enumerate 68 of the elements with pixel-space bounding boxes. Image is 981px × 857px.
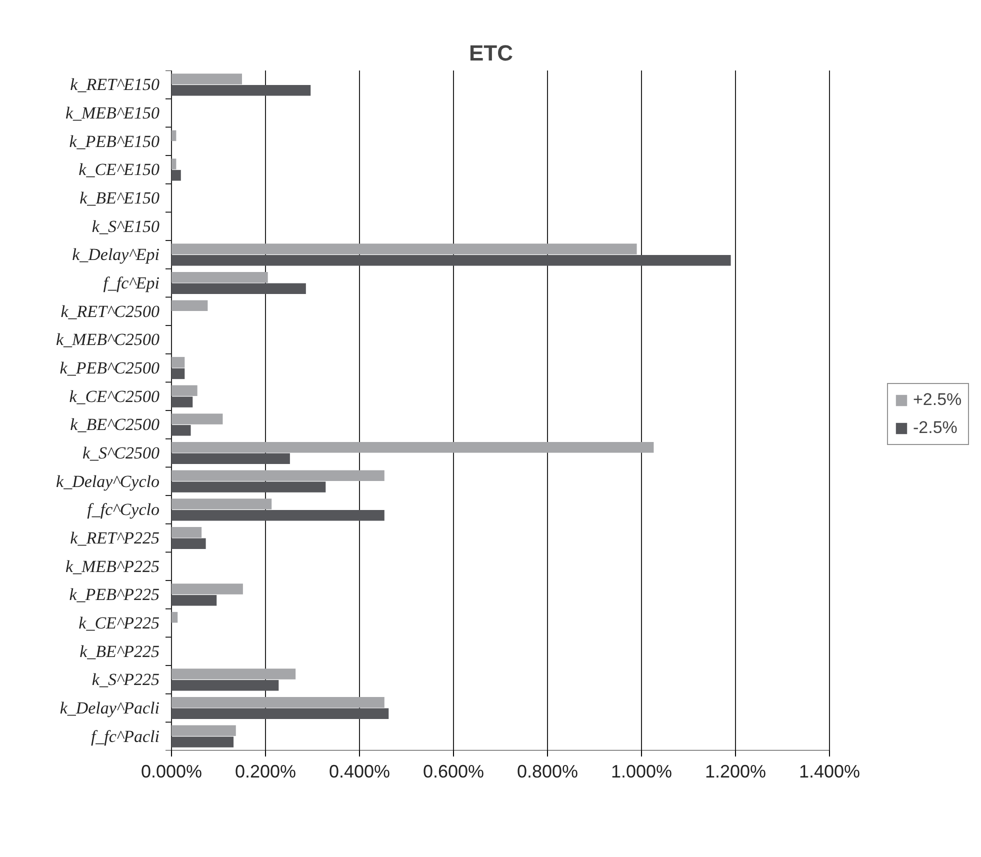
bar bbox=[172, 254, 731, 266]
x-tick-label: 1.200% bbox=[704, 762, 766, 782]
y-tick-label: k_Delay^Epi bbox=[72, 245, 160, 264]
bar bbox=[172, 668, 296, 680]
bar bbox=[172, 442, 654, 453]
bar bbox=[172, 244, 637, 254]
y-tick-label: k_S^P225 bbox=[92, 670, 160, 690]
y-tick-label: k_RET^C2500 bbox=[60, 302, 160, 321]
x-tick-label: 0.400% bbox=[328, 762, 390, 782]
y-tick-label: k_MEB^C2500 bbox=[56, 330, 160, 350]
y-tick-label: k_RET^E150 bbox=[70, 75, 160, 94]
bar bbox=[172, 708, 389, 720]
bar bbox=[172, 736, 234, 748]
y-tick-label: k_PEB^C2500 bbox=[60, 358, 160, 378]
bar bbox=[172, 594, 217, 606]
bar bbox=[172, 453, 290, 464]
bar bbox=[172, 584, 243, 594]
bar bbox=[172, 84, 311, 96]
bar bbox=[172, 470, 384, 482]
bar bbox=[172, 130, 176, 142]
bar bbox=[172, 158, 176, 170]
x-tick-label: 0.600% bbox=[422, 762, 484, 782]
y-tick-label: k_RET^P225 bbox=[70, 528, 160, 548]
bar bbox=[172, 725, 236, 736]
bar bbox=[172, 696, 384, 708]
bar bbox=[172, 356, 185, 368]
bar bbox=[172, 74, 242, 84]
y-tick-label: k_BE^E150 bbox=[80, 188, 160, 208]
bar bbox=[172, 170, 181, 181]
bar bbox=[172, 283, 306, 294]
bar bbox=[172, 510, 384, 521]
bar bbox=[172, 482, 326, 492]
y-tick-label: k_CE^C2500 bbox=[69, 386, 160, 406]
bar bbox=[172, 424, 191, 436]
x-tick-label: 1.000% bbox=[610, 762, 672, 782]
y-tick-label: k_CE^P225 bbox=[78, 614, 160, 632]
y-tick-label: k_BE^C2500 bbox=[70, 415, 160, 434]
y-tick-label: f_fc^Epi bbox=[103, 274, 160, 292]
x-tick-label: 0.000% bbox=[140, 762, 202, 782]
x-tick-label: 0.800% bbox=[516, 762, 578, 782]
y-tick-label: k_PEB^E150 bbox=[69, 132, 160, 151]
bar bbox=[172, 272, 268, 283]
y-tick-label: k_BE^P225 bbox=[80, 642, 160, 661]
y-tick-label: k_Delay^Pacli bbox=[60, 698, 160, 718]
y-tick-label: f_fc^Cyclo bbox=[87, 500, 160, 520]
bar bbox=[172, 680, 279, 691]
x-tick-label: 0.200% bbox=[234, 762, 296, 782]
chart-title: ETC bbox=[469, 40, 514, 66]
bar bbox=[172, 414, 223, 424]
y-tick-label: k_S^C2500 bbox=[82, 444, 160, 462]
bar bbox=[172, 396, 193, 408]
bar bbox=[172, 538, 206, 550]
bar bbox=[172, 612, 178, 623]
legend-label: +2.5% bbox=[913, 390, 962, 410]
bar bbox=[172, 385, 198, 396]
x-tick-label: 1.400% bbox=[798, 762, 860, 782]
legend-label: -2.5% bbox=[913, 418, 958, 438]
y-tick-label: k_MEB^P225 bbox=[65, 556, 160, 576]
y-tick-label: k_PEB^P225 bbox=[69, 585, 160, 604]
y-tick-label: k_S^E150 bbox=[92, 216, 160, 236]
y-tick-label: k_CE^E150 bbox=[78, 160, 160, 180]
y-tick-label: k_Delay^Cyclo bbox=[56, 472, 160, 491]
y-tick-label: k_MEB^E150 bbox=[65, 104, 160, 122]
bar bbox=[172, 300, 208, 312]
bar bbox=[172, 526, 202, 538]
y-tick-label: f_fc^Pacli bbox=[90, 726, 160, 746]
bar bbox=[172, 368, 185, 380]
bar bbox=[172, 498, 272, 510]
